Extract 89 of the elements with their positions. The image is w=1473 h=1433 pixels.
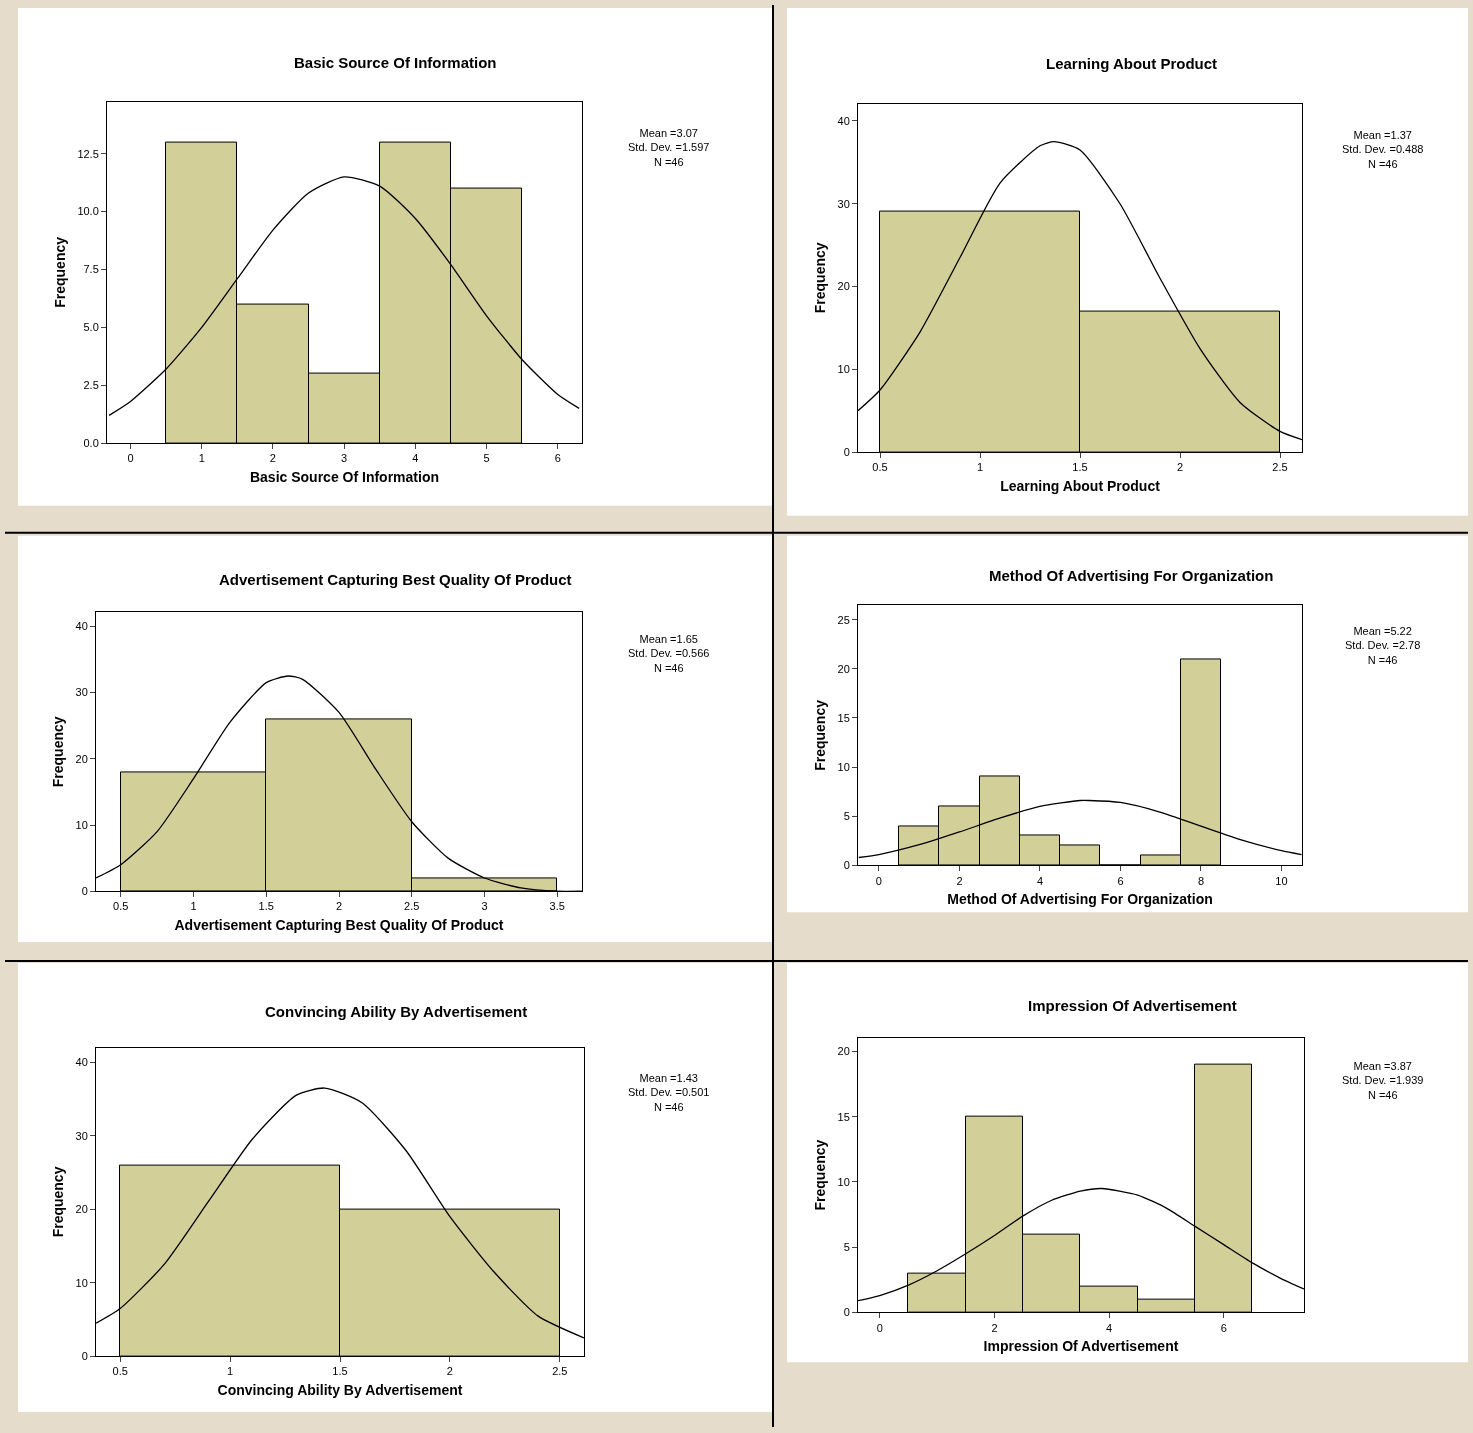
y-tick-label: 10	[75, 1276, 88, 1289]
y-tick-label: 10.0	[77, 205, 99, 218]
y-tick-label: 40	[75, 620, 88, 633]
chart-title: Advertisement Capturing Best Quality Of Product	[219, 571, 572, 588]
y-tick-label: 0	[843, 1306, 850, 1319]
y-tick-label: 25	[837, 613, 850, 626]
chart-title: Impression Of Advertisement	[1028, 997, 1237, 1014]
x-tick-label: 0	[875, 874, 882, 887]
chart-title: Learning About Product	[1046, 55, 1218, 72]
y-tick-label: 30	[837, 197, 850, 210]
x-tick-label: 6	[1220, 1321, 1227, 1334]
y-axis-title: Frequency	[812, 699, 829, 771]
y-axis-title: Frequency	[51, 236, 68, 308]
x-tick-label: 2	[991, 1321, 998, 1334]
x-tick-label: 2.5	[1272, 461, 1288, 474]
x-axis-title: Advertisement Capturing Best Quality Of Product	[174, 916, 504, 933]
x-tick-label: 2.5	[552, 1365, 568, 1378]
y-axis-title: Frequency	[812, 242, 829, 314]
x-axis-title: Learning About Product	[1000, 477, 1161, 494]
x-tick-label: 0	[876, 1321, 883, 1334]
x-axis-title: Method Of Advertising For Organization	[947, 890, 1213, 907]
y-tick-label: 10	[837, 1175, 850, 1188]
x-tick-label: 1	[198, 452, 205, 465]
x-tick-label: 0.5	[872, 461, 888, 474]
x-tick-label: 3	[481, 900, 488, 913]
y-tick-label: 30	[75, 1129, 88, 1142]
y-tick-label: 15	[837, 1110, 850, 1123]
x-tick-label: 2	[446, 1365, 453, 1378]
x-tick-label: 8	[1197, 874, 1205, 887]
x-tick-label: 4	[1036, 874, 1044, 887]
text: Mean =3.07 Std. Dev. =1.597 N =46	[628, 127, 710, 168]
y-tick-label: 7.5	[83, 263, 99, 276]
y-axis-title: Frequency	[50, 716, 67, 788]
y-tick-label: 5.0	[83, 321, 99, 334]
x-tick-label: 2	[1176, 461, 1184, 474]
x-tick-label: 3.5	[549, 900, 565, 913]
x-tick-label: 3	[341, 452, 348, 465]
text: Mean =1.65 Std. Dev. =0.566 N =46	[628, 633, 710, 674]
y-tick-label: 10	[837, 363, 850, 376]
y-axis-title: Frequency	[50, 1166, 67, 1238]
x-axis-title: Basic Source Of Information	[249, 468, 440, 485]
y-tick-label: 10	[75, 818, 88, 831]
x-tick-label: 0.5	[112, 1365, 128, 1378]
y-tick-label: 0	[81, 1350, 88, 1363]
y-tick-label: 20	[75, 752, 88, 765]
y-tick-label: 2.5	[83, 379, 99, 392]
x-tick-label: 0.5	[113, 900, 129, 913]
text: Mean =5.22 Std. Dev. =2.78 N =46	[1345, 625, 1421, 666]
y-tick-label: 0	[81, 885, 88, 898]
x-tick-label: 4	[1106, 1321, 1113, 1334]
text: Mean =1.43 Std. Dev. =0.501 N =46	[628, 1072, 710, 1113]
x-tick-label: 2	[956, 874, 963, 887]
y-tick-label: 0	[843, 859, 850, 872]
y-tick-label: 5	[843, 1241, 850, 1254]
x-tick-label: 2	[335, 900, 343, 913]
y-tick-label: 30	[75, 686, 88, 699]
y-tick-label: 5	[843, 810, 850, 823]
x-tick-label: 1.5	[1072, 461, 1088, 474]
x-tick-label: 0	[127, 452, 134, 465]
x-tick-label: 6	[1117, 874, 1124, 887]
y-tick-label: 20	[837, 1045, 850, 1058]
x-tick-label: 4	[412, 452, 419, 465]
y-tick-label: 0.0	[83, 436, 99, 449]
chart-title: Method Of Advertising For Organization	[989, 567, 1274, 584]
x-tick-label: 10	[1275, 874, 1288, 887]
y-tick-label: 20	[837, 662, 850, 675]
x-tick-label: 2.5	[404, 900, 420, 913]
x-tick-label: 1.5	[332, 1365, 348, 1378]
y-tick-label: 15	[837, 711, 850, 724]
y-tick-label: 20	[837, 280, 850, 293]
chart-title: Basic Source Of Information	[294, 54, 497, 71]
x-tick-label: 5	[483, 452, 490, 465]
chart-title: Convincing Ability By Advertisement	[265, 1003, 528, 1020]
x-tick-label: 1	[190, 900, 197, 913]
text: Mean =1.37 Std. Dev. =0.488 N =46	[1342, 129, 1424, 170]
x-axis-title: Impression Of Advertisement	[983, 1337, 1179, 1354]
x-tick-label: 1.5	[258, 900, 274, 913]
y-axis-title: Frequency	[812, 1139, 829, 1211]
y-tick-label: 20	[75, 1203, 88, 1216]
y-tick-label: 40	[837, 114, 850, 127]
y-tick-label: 12.5	[77, 147, 99, 160]
x-tick-label: 1	[976, 461, 984, 474]
y-tick-label: 10	[837, 760, 850, 773]
x-tick-label: 1	[227, 1365, 234, 1378]
text: Mean =3.87 Std. Dev. =1.939 N =46	[1342, 1060, 1424, 1101]
x-tick-label: 6	[554, 452, 561, 465]
x-axis-title: Convincing Ability By Advertisement	[217, 1381, 463, 1398]
x-tick-label: 2	[269, 452, 276, 465]
y-tick-label: 40	[75, 1056, 88, 1069]
